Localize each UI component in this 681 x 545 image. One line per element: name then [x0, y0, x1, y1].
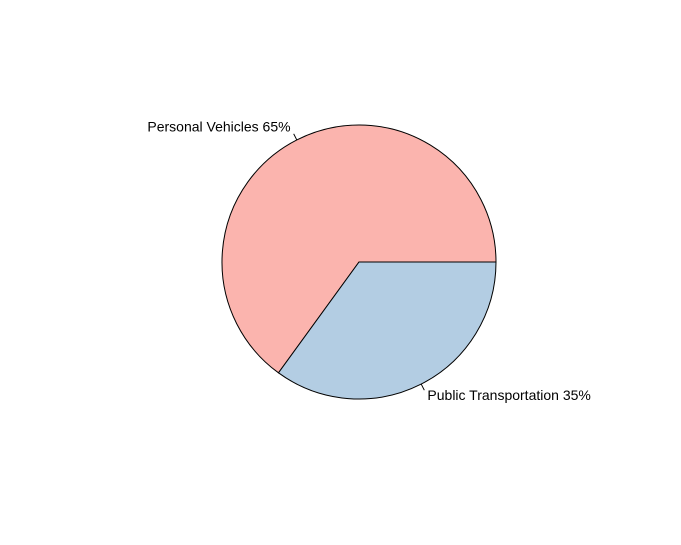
pie-slices	[221, 124, 497, 400]
pie-labels: Personal Vehicles 65% Public Transportati…	[147, 118, 590, 403]
pie-label-1: Public Transportation 35%	[427, 387, 590, 403]
pie-label-0: Personal Vehicles 65%	[147, 118, 290, 134]
pie-leader-line-0	[293, 133, 298, 141]
pie-leader-lines	[293, 133, 425, 391]
pie-slice-1	[277, 261, 497, 400]
pie-leader-line-1	[420, 383, 425, 391]
pie-slice-0	[221, 124, 497, 374]
